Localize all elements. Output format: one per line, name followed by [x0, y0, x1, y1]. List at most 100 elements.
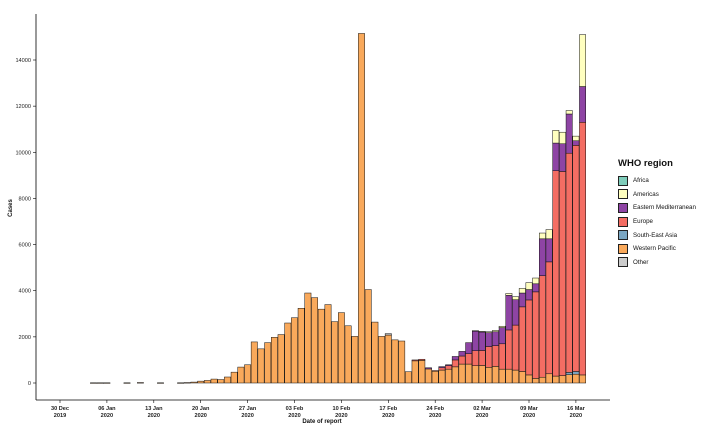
bar-segment — [431, 370, 439, 384]
bars — [90, 33, 587, 384]
bar-segment — [505, 329, 513, 370]
bar-segment — [224, 376, 231, 384]
bar-segment — [197, 380, 205, 384]
y-tick-label: 6000 — [19, 243, 31, 249]
bar-segment — [183, 382, 191, 384]
bar-segment — [478, 365, 486, 384]
bar-segment — [458, 351, 466, 357]
bar-segment — [398, 340, 406, 384]
bar-segment — [257, 348, 265, 384]
legend-swatch — [618, 202, 628, 213]
bar-segment — [237, 366, 245, 384]
bar-segment — [465, 342, 473, 354]
bar-segment — [478, 331, 486, 351]
bar-segment — [525, 374, 533, 384]
bar-segment — [291, 317, 298, 384]
bar-segment — [485, 367, 493, 384]
bar-segment — [364, 289, 372, 384]
bar-segment — [445, 368, 453, 384]
bar-segment — [458, 355, 466, 365]
bar-segment — [418, 360, 426, 384]
bar-segment — [559, 375, 566, 384]
bar-segment — [230, 371, 238, 384]
x-tick-label: 13 Jan — [145, 406, 163, 412]
bar-segment — [384, 334, 392, 384]
bar-segment — [492, 330, 499, 333]
bar-segment — [244, 364, 251, 384]
x-tick-label-year: 2020 — [476, 413, 488, 419]
bar-segment — [525, 289, 533, 301]
bar-segment — [498, 325, 506, 328]
bar-segment — [572, 145, 580, 372]
bar-segment — [559, 143, 566, 172]
y-tick-label: 4000 — [19, 289, 31, 295]
bar-segment — [204, 380, 211, 384]
legend-swatch — [618, 230, 628, 241]
x-tick-label-year: 2020 — [570, 413, 582, 419]
legend-swatch — [618, 175, 628, 186]
x-tick-label: 02 Mar — [473, 406, 492, 412]
bar-segment — [384, 333, 392, 336]
x-tick-label-year: 2020 — [429, 413, 441, 419]
bar-segment — [518, 288, 526, 294]
bar-segment — [485, 332, 493, 347]
bar-segment — [472, 330, 479, 351]
bar-segment — [579, 86, 587, 123]
bar-segment — [405, 371, 412, 384]
x-tick-label-year: 2020 — [523, 413, 535, 419]
bar-segment — [425, 368, 432, 384]
x-tick-label: 16 Mar — [567, 406, 586, 412]
bar-segment — [498, 327, 506, 345]
bar-segment — [525, 282, 533, 290]
legend: WHO region Africa Americas Eastern Mediter… — [618, 158, 696, 269]
x-tick-label: 06 Jan — [98, 406, 116, 412]
bar-segment — [277, 334, 285, 384]
x-tick-label: 17 Feb — [379, 406, 397, 412]
bar-segment — [271, 337, 278, 384]
bar-segment — [338, 312, 345, 384]
x-tick-label-year: 2020 — [148, 413, 160, 419]
bar-segment — [458, 363, 466, 384]
bar-segment — [103, 382, 111, 384]
y-tick-label: 8000 — [19, 196, 31, 202]
bar-segment — [572, 140, 580, 146]
bar-segment — [518, 292, 526, 308]
y-tick-label: 10000 — [15, 150, 31, 156]
bar-segment — [472, 350, 479, 366]
bar-segment — [512, 369, 520, 384]
bar-segment — [411, 359, 419, 362]
legend-item: South-East Asia — [618, 228, 696, 242]
bar-segment — [451, 359, 459, 368]
bar-segment — [445, 364, 453, 366]
bar-segment — [96, 382, 104, 384]
bar-segment — [532, 378, 540, 384]
legend-item: Other — [618, 256, 696, 270]
x-tick-label-year: 2019 — [54, 413, 66, 419]
x-tick-label: 10 Feb — [333, 406, 351, 412]
bar-segment — [465, 363, 473, 384]
x-axis-label: Date of report — [302, 419, 341, 425]
bar-segment — [565, 152, 573, 373]
bar-segment — [525, 299, 533, 376]
x-tick-label: 09 Mar — [520, 406, 539, 412]
bar-segment — [472, 330, 479, 332]
bar-segment — [565, 372, 573, 375]
bar-segment — [492, 366, 499, 384]
bar-segment — [472, 365, 479, 384]
bar-segment — [217, 379, 225, 384]
legend-label: Africa — [633, 177, 649, 185]
bar-segment — [539, 232, 546, 240]
legend-label: Other — [633, 258, 649, 266]
bar-segment — [532, 283, 540, 293]
bar-segment — [331, 321, 339, 384]
bar-segment — [545, 261, 553, 375]
bar-segment — [284, 322, 292, 384]
bar-segment — [177, 382, 184, 384]
bar-segment — [539, 275, 546, 378]
bar-segment — [371, 321, 379, 384]
bar-segment — [438, 369, 446, 384]
y-tick-label: 0 — [28, 381, 31, 387]
bar-segment — [512, 296, 520, 300]
